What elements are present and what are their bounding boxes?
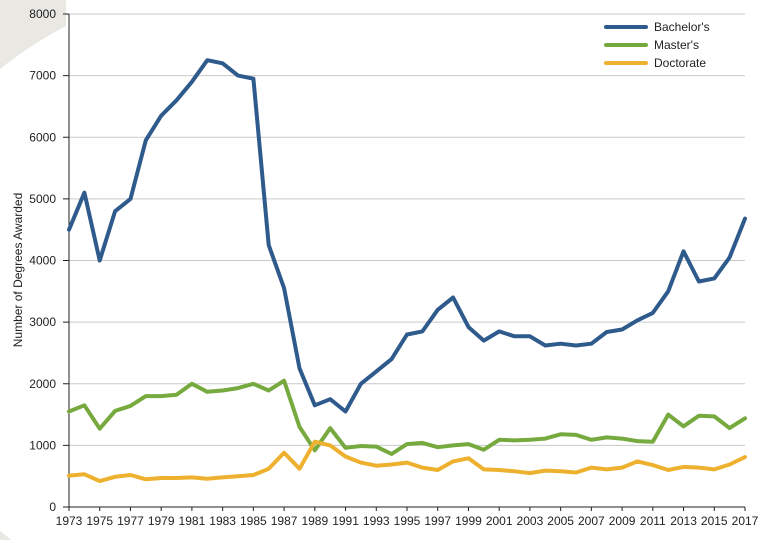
x-tick-label: 1993	[363, 514, 390, 528]
y-tick-label: 6000	[29, 130, 56, 144]
legend-label-doctorate: Doctorate	[654, 56, 706, 70]
x-tick-label: 2011	[640, 514, 666, 528]
x-tick-label: 1983	[209, 514, 236, 528]
x-tick-labels: 1973 1975 1977 1979 1981 1983 1985 1987 1989 1991…	[56, 507, 759, 528]
x-tick-label: 1981	[179, 514, 206, 528]
x-tick-label: 1999	[455, 514, 482, 528]
y-axis-title: Number of Degrees Awarded	[11, 193, 25, 348]
y-tick-label: 1000	[29, 438, 56, 452]
x-tick-label: 1997	[424, 514, 451, 528]
x-tick-label: 2007	[578, 514, 605, 528]
y-tick-label: 8000	[29, 7, 56, 21]
legend-label-bachelor-s: Bachelor's	[654, 20, 710, 34]
x-tick-label: 2003	[517, 514, 544, 528]
x-tick-label: 2005	[547, 514, 574, 528]
x-tick-label: 1985	[240, 514, 267, 528]
y-tick-label: 3000	[29, 315, 56, 329]
x-tick-label: 1991	[332, 514, 359, 528]
y-tick-label: 2000	[29, 377, 56, 391]
y-tick-label: 0	[49, 500, 56, 514]
legend: Bachelor's Master's Doctorate	[606, 20, 710, 70]
x-tick-label: 1989	[301, 514, 328, 528]
y-tick-label: 5000	[29, 192, 56, 206]
x-tick-label: 1995	[394, 514, 421, 528]
y-tick-label: 7000	[29, 69, 56, 83]
plot-background	[66, 0, 765, 540]
legend-label-master-s: Master's	[654, 38, 699, 52]
x-tick-label: 2013	[670, 514, 697, 528]
x-tick-label: 1979	[148, 514, 175, 528]
x-tick-label: 1987	[271, 514, 298, 528]
y-tick-label: 4000	[29, 254, 56, 268]
x-tick-label: 1977	[117, 514, 144, 528]
x-tick-label: 1975	[86, 514, 113, 528]
x-tick-label: 2009	[609, 514, 636, 528]
x-tick-label: 1973	[56, 514, 83, 528]
x-tick-label: 2001	[486, 514, 513, 528]
x-tick-label: 2015	[701, 514, 728, 528]
x-tick-label: 2017	[732, 514, 759, 528]
